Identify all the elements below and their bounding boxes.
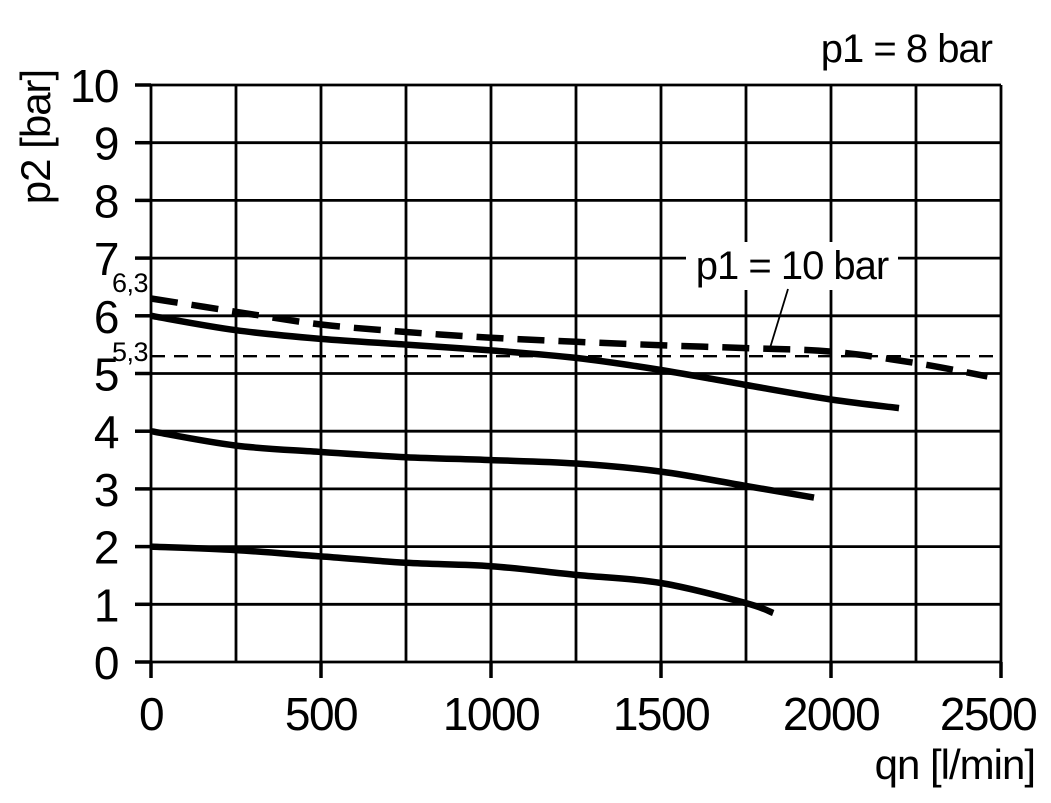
grid-lines: [149, 83, 1003, 664]
y-tick-label: 10: [70, 60, 118, 112]
y-tick-label: 5: [94, 349, 118, 401]
data-curves: [150, 295, 995, 617]
y-tick-label: 8: [94, 175, 118, 227]
curve-p1-8-set-4: [150, 427, 815, 501]
y-tick-label: 9: [94, 118, 118, 170]
setpoint-5-3-label: 5,3: [112, 337, 148, 367]
y-tick-label: 4: [94, 406, 119, 458]
y-tick-label: 3: [94, 464, 118, 516]
x-tick-label: 0: [139, 688, 163, 740]
x-tick-label: 1000: [443, 688, 539, 740]
curve-p1-8-set-2: [150, 543, 775, 617]
x-axis-title: qn [l/min]: [875, 741, 1035, 788]
p1-10-leader-line: [769, 288, 789, 349]
y-axis-title: p2 [bar]: [12, 70, 59, 204]
curve-p1-10-dashed: [150, 295, 988, 380]
p1-10-label-background: [686, 242, 898, 290]
p1-8-annotation: p1 = 8 bar: [821, 27, 993, 71]
curve-p1-8-set-6: [150, 312, 900, 412]
y-tick-label: 1: [94, 579, 118, 631]
setpoint-6-3-label: 6,3: [112, 268, 148, 298]
y-tick-label: 2: [94, 522, 118, 574]
p1-10-annotation: p1 = 10 bar: [696, 244, 889, 288]
x-tick-label: 2500: [940, 688, 1036, 740]
x-tick-label: 2000: [783, 688, 879, 740]
y-tick-label: 6: [94, 291, 118, 343]
axis-ticks: [135, 83, 1003, 678]
y-tick-label: 7: [94, 233, 118, 285]
x-tick-label: 1500: [613, 688, 709, 740]
x-tick-label: 500: [285, 688, 357, 740]
y-tick-label: 0: [94, 637, 118, 689]
